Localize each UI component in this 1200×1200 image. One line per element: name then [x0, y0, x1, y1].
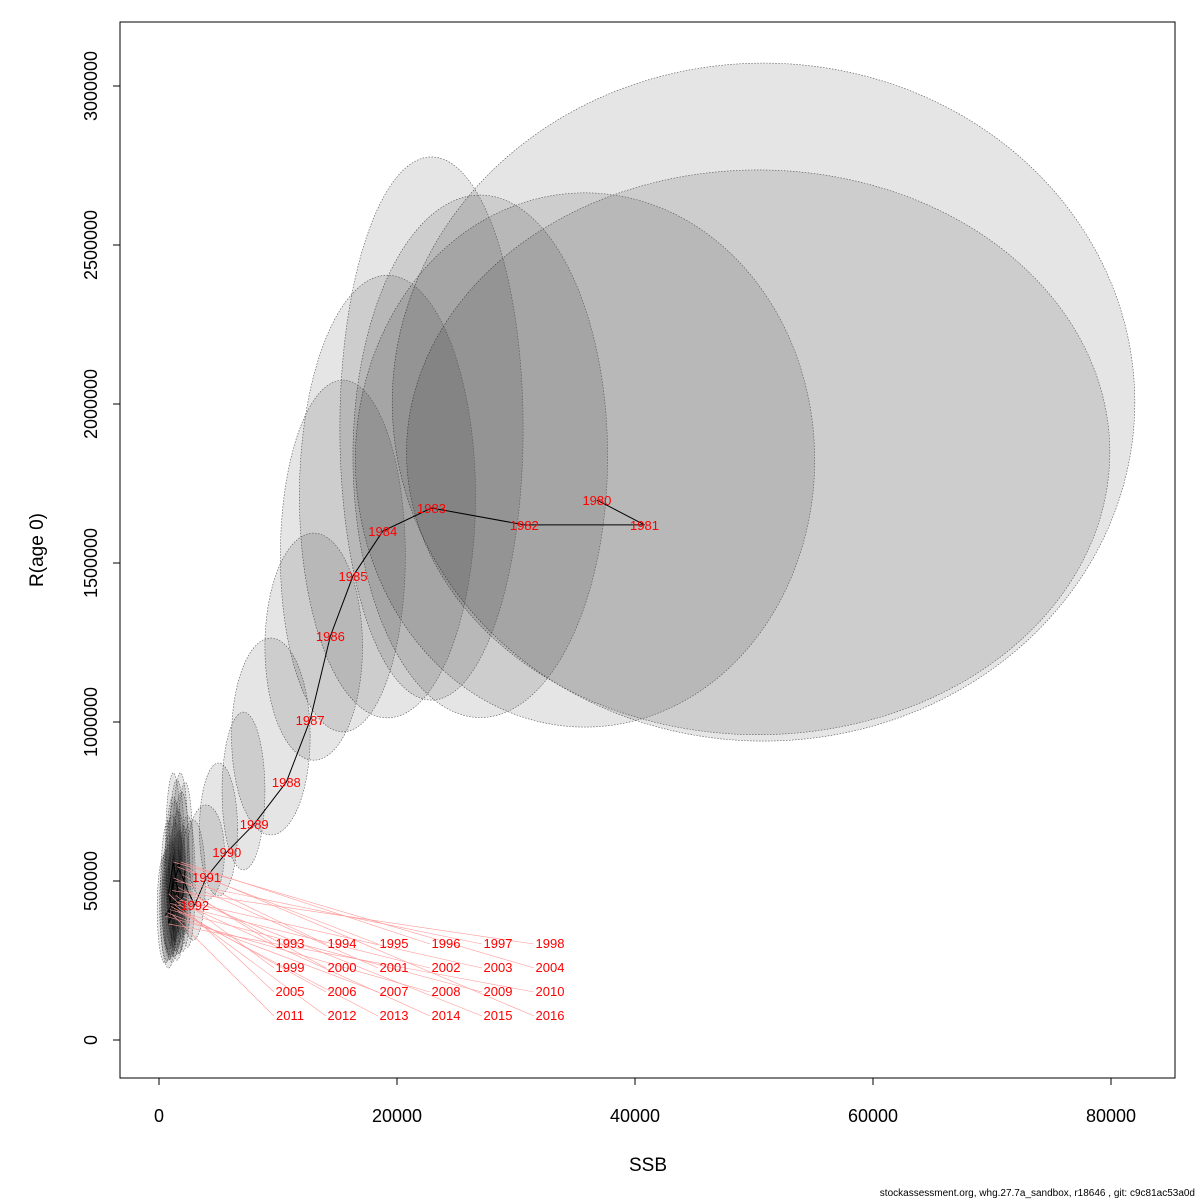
year-label: 1988 — [272, 775, 301, 790]
ellipse-1982 — [355, 192, 815, 728]
y-tick-label: 2000000 — [81, 369, 101, 439]
leader-line — [164, 915, 431, 993]
confidence-ellipses — [156, 62, 1136, 969]
year-label: 2015 — [484, 1008, 513, 1023]
ellipse-2016 — [177, 782, 194, 934]
year-label: 1993 — [276, 936, 305, 951]
leader-line — [173, 861, 535, 969]
ellipse-1995 — [168, 779, 185, 933]
year-label: 1989 — [240, 817, 269, 832]
year-label: 1992 — [180, 898, 209, 913]
year-label: 1996 — [432, 936, 461, 951]
leader-line — [174, 880, 483, 945]
year-label: 1985 — [339, 569, 368, 584]
year-label: 2008 — [432, 984, 461, 999]
year-label: 2010 — [536, 984, 565, 999]
y-axis-label: R(age 0) — [27, 513, 48, 587]
year-label: 2014 — [432, 1008, 461, 1023]
ellipse-1980 — [391, 62, 1136, 742]
ellipse-2008 — [156, 853, 173, 964]
year-label: 2013 — [380, 1008, 409, 1023]
x-tick-label: 80000 — [1086, 1106, 1136, 1126]
year-label: 1984 — [368, 524, 397, 539]
ellipse-1988 — [231, 637, 311, 836]
year-label: 2000 — [328, 960, 357, 975]
year-label: 2011 — [276, 1008, 304, 1023]
leader-line — [176, 866, 379, 945]
x-tick-label: 60000 — [848, 1106, 898, 1126]
year-label: 1994 — [328, 936, 357, 951]
year-label: 1982 — [510, 518, 539, 533]
leader-line — [167, 912, 379, 993]
leader-line — [187, 890, 275, 945]
year-label: 1986 — [316, 629, 345, 644]
ellipse-1985 — [299, 274, 476, 719]
y-tick-label: 3000000 — [81, 51, 101, 121]
leader-line — [175, 895, 275, 969]
y-tick-label: 0 — [81, 1035, 101, 1045]
x-tick-label: 40000 — [610, 1106, 660, 1126]
leader-line — [185, 868, 535, 1017]
y-tick-label: 1000000 — [81, 687, 101, 757]
ellipse-1981 — [406, 169, 1111, 736]
ellipse-2013 — [168, 846, 185, 961]
year-label: 2003 — [484, 960, 513, 975]
year-label: 2007 — [380, 984, 409, 999]
year-label: 1991 — [192, 870, 221, 885]
footer-note: stockassessment.org, whg.27.7a_sandbox, … — [880, 1188, 1195, 1199]
year-label: 2002 — [432, 960, 461, 975]
year-label: 1998 — [536, 936, 565, 951]
leader-line — [171, 914, 275, 1017]
year-label: 2012 — [328, 1008, 357, 1023]
year-label: 2004 — [536, 960, 565, 975]
ellipse-1983 — [352, 194, 608, 718]
year-label: 1990 — [212, 845, 241, 860]
leader-line — [182, 896, 483, 1017]
y-axis: 0 500000 1000000 1500000 2000000 2500000 30000… — [81, 51, 121, 1045]
year-label: 2005 — [276, 984, 305, 999]
leader-line — [181, 874, 327, 945]
year-label: 2006 — [328, 984, 357, 999]
ellipse-1984 — [339, 156, 524, 701]
leader-line — [173, 877, 379, 969]
ellipse-1987 — [264, 532, 363, 761]
leader-line — [170, 906, 327, 993]
year-label: 2016 — [536, 1008, 565, 1023]
leader-line — [177, 901, 431, 1017]
year-label: 1999 — [276, 960, 305, 975]
year-label: 1987 — [296, 713, 325, 728]
ellipse-1991 — [187, 804, 225, 901]
year-labels: 1980 1981 1982 1983 1984 1985 1986 1987 1988 1989… — [180, 493, 659, 1023]
leader-line — [176, 910, 379, 1017]
label-leader-lines — [164, 861, 535, 1017]
leader-line — [172, 890, 535, 945]
leader-line — [169, 902, 431, 969]
y-tick-label: 500000 — [81, 851, 101, 911]
leader-line — [177, 887, 327, 969]
leader-line — [169, 909, 483, 993]
y-tick-label: 2500000 — [81, 210, 101, 280]
year-label: 1983 — [417, 501, 446, 516]
leader-line — [179, 899, 483, 969]
ellipse-1989 — [221, 711, 266, 871]
y-tick-label: 1500000 — [81, 528, 101, 598]
leader-line — [180, 861, 431, 945]
x-axis-label: SSB — [629, 1155, 667, 1176]
year-label: 2001 — [380, 960, 409, 975]
x-tick-label: 20000 — [372, 1106, 422, 1126]
year-label: 1995 — [380, 936, 409, 951]
year-label: 1997 — [484, 936, 513, 951]
x-tick-label: 0 — [154, 1106, 164, 1126]
year-label: 2009 — [484, 984, 513, 999]
year-label: 1980 — [582, 493, 611, 508]
x-axis: 0 20000 40000 60000 80000 — [154, 1077, 1136, 1126]
leader-line — [168, 923, 535, 993]
leader-line — [168, 893, 275, 993]
year-label: 1981 — [630, 518, 659, 533]
